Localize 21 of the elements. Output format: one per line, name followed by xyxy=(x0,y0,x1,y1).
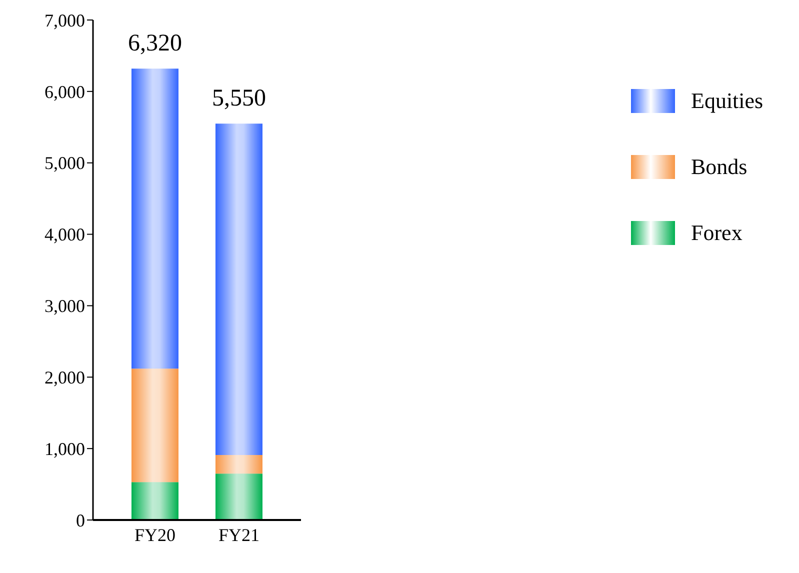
legend-label: Forex xyxy=(691,220,742,246)
bar xyxy=(131,368,178,482)
bar xyxy=(215,455,262,474)
y-tick-label: 7,000 xyxy=(44,10,85,30)
y-tick-label: 5,000 xyxy=(44,153,85,174)
total-label: 6,320 xyxy=(128,30,182,57)
total-label: 5,550 xyxy=(212,86,266,112)
x-tick-label: FY21 xyxy=(218,524,260,545)
y-tick-label: 4,000 xyxy=(44,224,85,245)
y-tick-label: 3,000 xyxy=(44,296,85,316)
y-tick-label: 0 xyxy=(76,510,85,530)
legend-label: Bonds xyxy=(691,154,748,180)
y-tick-label: 1,000 xyxy=(44,438,85,459)
bar xyxy=(131,68,178,369)
x-tick-label: FY20 xyxy=(134,524,176,545)
y-tick-label: 6,000 xyxy=(44,82,85,102)
legend-label: Equities xyxy=(691,88,764,114)
bar xyxy=(215,124,262,455)
bar xyxy=(131,482,178,520)
y-tick-label: 2,000 xyxy=(44,368,85,388)
bar xyxy=(215,474,262,520)
